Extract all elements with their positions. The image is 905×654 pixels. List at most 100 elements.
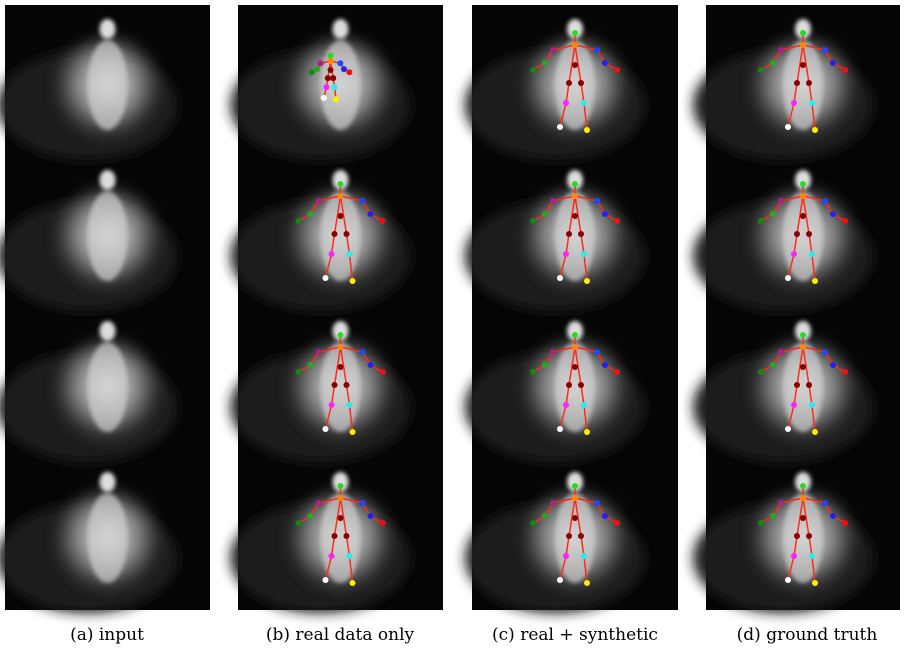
joint bbox=[572, 495, 578, 501]
joint bbox=[346, 69, 352, 75]
joint bbox=[321, 95, 327, 101]
joint bbox=[800, 495, 806, 501]
body bbox=[555, 40, 595, 130]
joint bbox=[350, 429, 356, 435]
joint bbox=[602, 513, 608, 519]
joint bbox=[785, 577, 791, 583]
joint bbox=[770, 513, 776, 519]
joint bbox=[584, 429, 590, 435]
joint bbox=[806, 80, 812, 86]
joint bbox=[794, 80, 800, 86]
image-panel bbox=[0, 5, 210, 613]
joint bbox=[572, 364, 578, 370]
joint bbox=[578, 80, 584, 86]
joint bbox=[328, 67, 334, 73]
body bbox=[321, 493, 361, 583]
joint bbox=[338, 332, 344, 338]
joint bbox=[542, 362, 548, 368]
joint bbox=[778, 349, 784, 355]
joint bbox=[296, 369, 302, 375]
joint bbox=[572, 30, 578, 36]
joint bbox=[812, 278, 818, 284]
joint bbox=[338, 495, 344, 501]
joint bbox=[323, 426, 329, 432]
joint bbox=[806, 382, 812, 388]
joint bbox=[308, 362, 314, 368]
joint bbox=[550, 349, 556, 355]
joint bbox=[572, 181, 578, 187]
joint bbox=[778, 198, 784, 204]
joint bbox=[594, 500, 600, 506]
joint bbox=[594, 198, 600, 204]
joint bbox=[296, 520, 302, 526]
joint bbox=[530, 369, 536, 375]
joint bbox=[329, 251, 335, 257]
joint bbox=[572, 515, 578, 521]
joint bbox=[338, 344, 344, 350]
body bbox=[783, 191, 823, 281]
joint bbox=[822, 47, 828, 53]
joint bbox=[785, 426, 791, 432]
joint bbox=[800, 62, 806, 68]
joint bbox=[380, 218, 386, 224]
joint bbox=[842, 218, 848, 224]
joint bbox=[323, 84, 329, 90]
joint bbox=[329, 402, 335, 408]
joint bbox=[530, 520, 536, 526]
joint bbox=[344, 382, 350, 388]
joint bbox=[778, 47, 784, 53]
joint bbox=[542, 513, 548, 519]
joint bbox=[800, 30, 806, 36]
joint bbox=[563, 402, 569, 408]
joint bbox=[316, 500, 322, 506]
joint bbox=[572, 332, 578, 338]
joint bbox=[581, 402, 587, 408]
body bbox=[783, 342, 823, 432]
joint bbox=[809, 402, 815, 408]
joint bbox=[368, 211, 374, 217]
joint bbox=[316, 349, 322, 355]
joint bbox=[530, 218, 536, 224]
joint bbox=[791, 402, 797, 408]
joint bbox=[325, 75, 331, 81]
joint bbox=[338, 364, 344, 370]
joint bbox=[550, 198, 556, 204]
joint bbox=[566, 382, 572, 388]
body bbox=[555, 191, 595, 281]
joint bbox=[563, 251, 569, 257]
joint bbox=[770, 60, 776, 66]
body bbox=[783, 493, 823, 583]
joint bbox=[806, 533, 812, 539]
head bbox=[100, 19, 116, 39]
joint bbox=[581, 251, 587, 257]
joint bbox=[594, 349, 600, 355]
joint bbox=[338, 213, 344, 219]
joint bbox=[296, 218, 302, 224]
joint bbox=[778, 500, 784, 506]
joint bbox=[318, 60, 324, 66]
joint bbox=[794, 231, 800, 237]
joint bbox=[581, 553, 587, 559]
joint bbox=[800, 515, 806, 521]
joint bbox=[347, 402, 353, 408]
joint bbox=[806, 231, 812, 237]
joint bbox=[347, 553, 353, 559]
figure: (a) input (b) real data only (c) real + … bbox=[0, 0, 905, 654]
joint bbox=[309, 69, 315, 75]
joint bbox=[550, 47, 556, 53]
body bbox=[555, 342, 595, 432]
joint bbox=[578, 533, 584, 539]
joint bbox=[791, 100, 797, 106]
joint bbox=[332, 533, 338, 539]
joint bbox=[770, 362, 776, 368]
joint bbox=[572, 193, 578, 199]
caption: (d) ground truth bbox=[737, 625, 878, 645]
joint bbox=[602, 362, 608, 368]
joint bbox=[800, 181, 806, 187]
body bbox=[88, 40, 128, 130]
joint bbox=[380, 520, 386, 526]
joint bbox=[758, 218, 764, 224]
joint bbox=[323, 275, 329, 281]
caption: (c) real + synthetic bbox=[492, 625, 658, 645]
joint bbox=[572, 213, 578, 219]
